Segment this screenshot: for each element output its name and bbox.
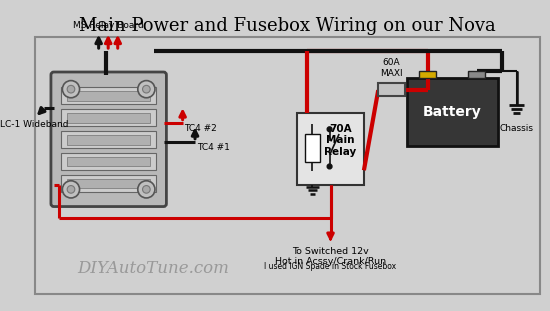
Bar [419, 71, 437, 78]
Bar [62, 153, 156, 170]
Bar [62, 109, 156, 126]
Circle shape [67, 85, 75, 93]
Circle shape [67, 186, 75, 193]
Text: Main Power and Fusebox Wiring on our Nova: Main Power and Fusebox Wiring on our Nov… [79, 17, 496, 35]
Text: TC4 #2: TC4 #2 [185, 123, 217, 132]
Bar [62, 131, 156, 148]
Bar [67, 135, 150, 145]
Text: TC4 #1: TC4 #1 [197, 143, 230, 152]
Circle shape [327, 127, 332, 132]
Bar [297, 113, 364, 185]
Circle shape [62, 181, 80, 198]
Bar [67, 113, 150, 123]
Text: LC-1 Wideband: LC-1 Wideband [1, 120, 69, 129]
Circle shape [138, 81, 155, 98]
Text: To Switched 12v
Hot in Acssy/Crank/Run: To Switched 12v Hot in Acssy/Crank/Run [275, 247, 386, 266]
Bar [62, 175, 156, 192]
Bar [67, 91, 150, 101]
Bar [67, 179, 150, 188]
Circle shape [138, 181, 155, 198]
Bar [407, 78, 498, 146]
Text: I used IGN Spade in Stock Fusebox: I used IGN Spade in Stock Fusebox [265, 262, 397, 271]
Circle shape [142, 85, 150, 93]
Text: 70A
Main
Relay: 70A Main Relay [324, 124, 356, 157]
Text: DIYAutoTune.com: DIYAutoTune.com [78, 260, 229, 277]
Text: MS Relay Board: MS Relay Board [73, 21, 144, 30]
Bar [305, 134, 320, 162]
Bar [378, 83, 405, 96]
Circle shape [327, 164, 332, 169]
Bar [67, 157, 150, 166]
Bar [468, 71, 485, 78]
Bar [35, 37, 541, 294]
Circle shape [62, 81, 80, 98]
Circle shape [142, 186, 150, 193]
Bar [62, 87, 156, 104]
Text: Chassis: Chassis [499, 124, 534, 133]
Text: 60A
MAXI: 60A MAXI [380, 58, 403, 78]
Text: Battery: Battery [423, 105, 482, 119]
FancyBboxPatch shape [51, 72, 167, 207]
